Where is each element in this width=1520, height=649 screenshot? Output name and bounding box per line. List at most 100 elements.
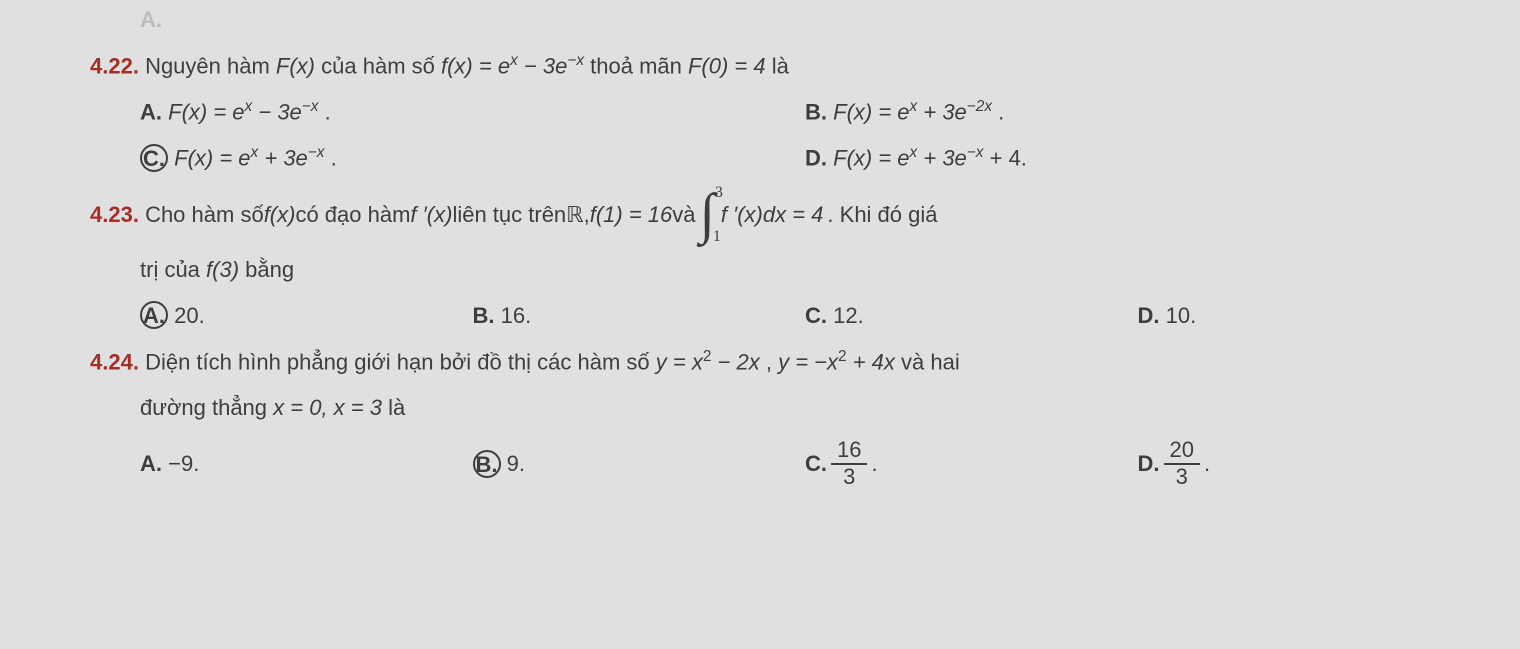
- q424-number: 4.24.: [90, 350, 139, 375]
- q422-opt-c-mid: + 3e: [264, 146, 307, 171]
- q424-opt-d-den: 3: [1164, 465, 1200, 489]
- q423-number: 4.23.: [90, 199, 139, 231]
- q423-R: ℝ: [566, 199, 583, 231]
- q424-opt-b-label: B.: [473, 450, 501, 478]
- q422-text-c: thoả mãn: [590, 53, 688, 78]
- q423-int-bot: 1: [713, 225, 721, 248]
- q422-opt-a-pre: F(x) = e: [168, 99, 244, 124]
- q423-text-c: liên tục trên: [452, 199, 566, 231]
- q423-stem-line2: trị của f(3) bằng: [140, 254, 1470, 286]
- q422-Fx: F(x): [276, 53, 315, 78]
- q422-fx: f(x) = e: [441, 53, 510, 78]
- q424-opt-d[interactable]: D. 20 3 .: [1138, 438, 1471, 488]
- q422-opt-c-label: C.: [140, 144, 168, 172]
- q422-opt-c-e1: x: [251, 144, 259, 161]
- q422-opt-a-e2: −x: [302, 98, 319, 115]
- q422-opt-c-post: .: [331, 146, 337, 171]
- q424-y1b: − 2x: [718, 350, 760, 375]
- q424-opt-c-label: C.: [805, 448, 827, 480]
- q423-text-b: có đạo hàm: [295, 199, 410, 231]
- q422-opt-c[interactable]: C. F(x) = ex + 3e−x .: [140, 142, 805, 174]
- q423-int-top: 3: [715, 181, 723, 204]
- q422-opt-d-label: D.: [805, 146, 827, 171]
- q423-stem-line1: 4.23. Cho hàm số f(x) có đạo hàm f ′(x) …: [90, 189, 1470, 241]
- q423-f3: f(3): [206, 257, 239, 282]
- q422-opt-a-post: .: [325, 99, 331, 124]
- q424-opt-d-frac: 20 3: [1164, 438, 1200, 488]
- q424-opt-b[interactable]: B. 9.: [473, 448, 806, 480]
- q423-and: và: [672, 199, 695, 231]
- q422-row1: A. F(x) = ex − 3e−x . B. F(x) = ex + 3e−…: [140, 96, 1470, 128]
- q424-text-c: đường thẳng: [140, 395, 273, 420]
- q422-opt-d-pre: F(x) = e: [833, 146, 909, 171]
- q422-stem: 4.22. Nguyên hàm F(x) của hàm số f(x) = …: [90, 50, 1470, 82]
- prev-question-partial: A.: [140, 4, 1470, 36]
- q424-y1-exp: 2: [703, 348, 712, 365]
- q422-opt-b-label: B.: [805, 99, 827, 124]
- q424-text-a: Diện tích hình phẳng giới hạn bởi đồ thị…: [145, 350, 656, 375]
- q423-integrand: f ′(x)dx = 4: [721, 199, 824, 231]
- q424-opt-c[interactable]: C. 16 3 .: [805, 438, 1138, 488]
- q424-opt-d-label: D.: [1138, 448, 1160, 480]
- q424-y2a: y = −x: [778, 350, 838, 375]
- q424-opt-d-post: .: [1204, 448, 1210, 480]
- q424-stem-line1: 4.24. Diện tích hình phẳng giới hạn bởi …: [90, 346, 1470, 378]
- q423-text-e: trị của: [140, 257, 206, 282]
- q424-y2b: + 4x: [853, 350, 895, 375]
- q422-opt-b-post: .: [998, 99, 1004, 124]
- q423-text-a: Cho hàm số: [145, 199, 264, 231]
- q422-text-a: Nguyên hàm: [145, 53, 276, 78]
- q423-opt-d-label: D.: [1138, 303, 1160, 328]
- q422-opt-a[interactable]: A. F(x) = ex − 3e−x .: [140, 96, 805, 128]
- q422-fx-exp1: x: [510, 52, 518, 69]
- q423-text-d: . Khi đó giá: [827, 199, 937, 231]
- q422-fx-mid: − 3e: [524, 53, 567, 78]
- q424-y2-exp: 2: [838, 348, 847, 365]
- q422-opt-b[interactable]: B. F(x) = ex + 3e−2x .: [805, 96, 1470, 128]
- q422-opt-d-e2: −x: [967, 144, 984, 161]
- q424-y1a: y = x: [656, 350, 703, 375]
- q422-opt-c-pre: F(x) = e: [174, 146, 250, 171]
- q422-opt-d[interactable]: D. F(x) = ex + 3e−x + 4.: [805, 142, 1470, 174]
- q423-opt-d[interactable]: D. 10.: [1138, 300, 1471, 332]
- q423-opt-d-val: 10.: [1166, 303, 1197, 328]
- q424-options: A. −9. B. 9. C. 16 3 . D. 20 3 .: [140, 438, 1470, 488]
- q424-text-b: và hai: [901, 350, 960, 375]
- q422-fx-exp2: −x: [567, 52, 584, 69]
- q422-opt-d-e1: x: [910, 144, 918, 161]
- q423-opt-b-label: B.: [473, 303, 495, 328]
- q423-fpx: f ′(x): [410, 199, 452, 231]
- q423-opt-c[interactable]: C. 12.: [805, 300, 1138, 332]
- q424-opt-c-frac: 16 3: [831, 438, 867, 488]
- q422-cond: F(0) = 4: [688, 53, 766, 78]
- q422-opt-d-mid: + 3e: [923, 146, 966, 171]
- q423-opt-c-val: 12.: [833, 303, 864, 328]
- q423-opt-a[interactable]: A. 20.: [140, 300, 473, 332]
- q424-opt-a-val: −9.: [168, 448, 199, 480]
- q422-opt-b-e2: −2x: [967, 98, 992, 115]
- q423-opt-c-label: C.: [805, 303, 827, 328]
- q423-opt-b-val: 16.: [501, 303, 532, 328]
- q424-opt-a-label: A.: [140, 448, 162, 480]
- q424-opt-a[interactable]: A. −9.: [140, 448, 473, 480]
- prev-opt-a-label: A.: [140, 7, 162, 32]
- q424-opt-c-den: 3: [831, 465, 867, 489]
- q423-opt-b[interactable]: B. 16.: [473, 300, 806, 332]
- q424-cond: x = 0, x = 3: [273, 395, 382, 420]
- q423-f1: f(1) = 16: [590, 199, 673, 231]
- q424-opt-d-num: 20: [1164, 438, 1200, 464]
- q424-stem-line2: đường thẳng x = 0, x = 3 là: [140, 392, 1470, 424]
- q423-opt-a-val: 20.: [174, 303, 205, 328]
- q422-row2: C. F(x) = ex + 3e−x . D. F(x) = ex + 3e−…: [140, 142, 1470, 174]
- q422-opt-a-e1: x: [245, 98, 253, 115]
- q423-text-f: bằng: [245, 257, 294, 282]
- q423-integral: 3 ∫ 1 f ′(x)dx = 4: [700, 189, 824, 241]
- q424-opt-b-val: 9.: [507, 448, 525, 480]
- q422-opt-c-e2: −x: [308, 144, 325, 161]
- q422-text-b: của hàm số: [321, 53, 441, 78]
- q424-sep: ,: [766, 350, 778, 375]
- q422-opt-b-mid: + 3e: [923, 99, 966, 124]
- q422-opt-a-label: A.: [140, 99, 162, 124]
- q422-text-d: là: [772, 53, 789, 78]
- q424-opt-c-post: .: [871, 448, 877, 480]
